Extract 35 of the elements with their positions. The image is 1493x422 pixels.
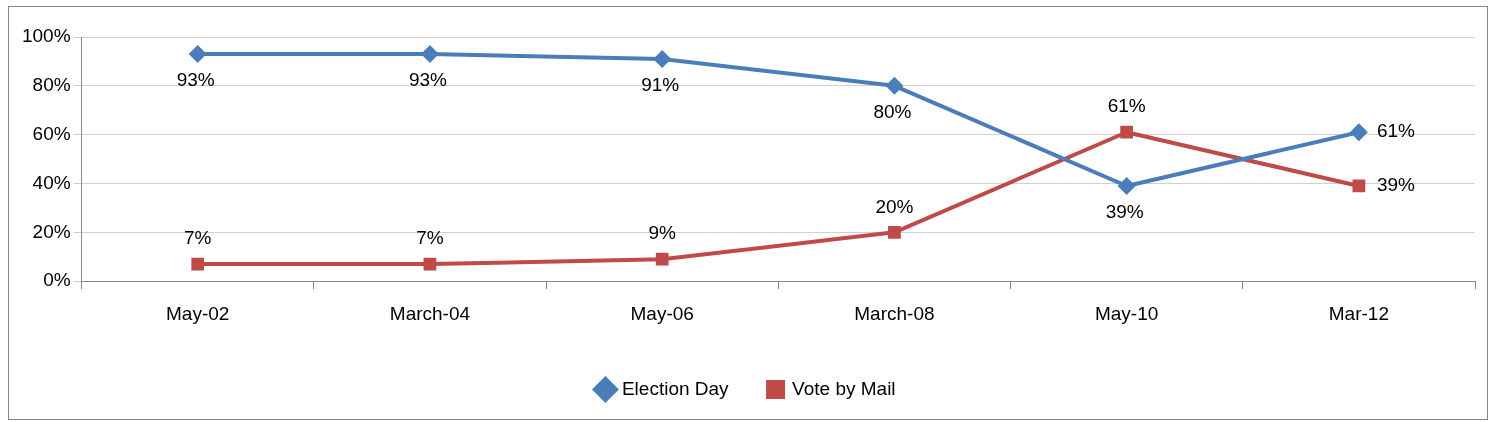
- data-label: 61%: [1107, 95, 1146, 117]
- x-tick-label: March-08: [854, 302, 935, 324]
- point: [1120, 125, 1134, 139]
- x-tick-label: May-02: [166, 302, 230, 324]
- y-tick-label: 20%: [32, 220, 71, 242]
- data-label: 7%: [183, 227, 212, 249]
- x-tick-label: Mar-12: [1328, 302, 1389, 324]
- data-label: 80%: [873, 101, 912, 123]
- data-label: 7%: [416, 227, 444, 249]
- data-label: 61%: [1376, 120, 1416, 142]
- point: [653, 49, 672, 68]
- y-tick-label: 100%: [21, 25, 71, 47]
- data-label: 91%: [641, 74, 680, 96]
- y-tick-label: 60%: [32, 122, 71, 144]
- point: [1349, 123, 1368, 142]
- data-label: 20%: [875, 195, 914, 217]
- data-label: 39%: [1105, 201, 1144, 223]
- legend-label: Vote by Mail: [792, 377, 896, 399]
- legend-label: Election Day: [621, 377, 730, 399]
- data-label: 39%: [1376, 174, 1416, 196]
- point: [888, 226, 901, 239]
- data-label: 93%: [176, 69, 215, 91]
- x-tick-label: May-06: [630, 302, 694, 324]
- point: [1117, 176, 1136, 195]
- point: [188, 45, 207, 64]
- point: [885, 76, 904, 95]
- y-tick-label: 0%: [43, 269, 71, 291]
- data-label: 93%: [408, 69, 448, 91]
- x-tick-label: March-04: [389, 302, 471, 324]
- y-tick-label: 80%: [32, 74, 71, 96]
- point: [191, 257, 205, 271]
- point: [655, 252, 669, 266]
- x-tick-label: May-10: [1094, 302, 1159, 324]
- data-label: 9%: [648, 222, 677, 244]
- y-tick-label: 40%: [32, 171, 71, 193]
